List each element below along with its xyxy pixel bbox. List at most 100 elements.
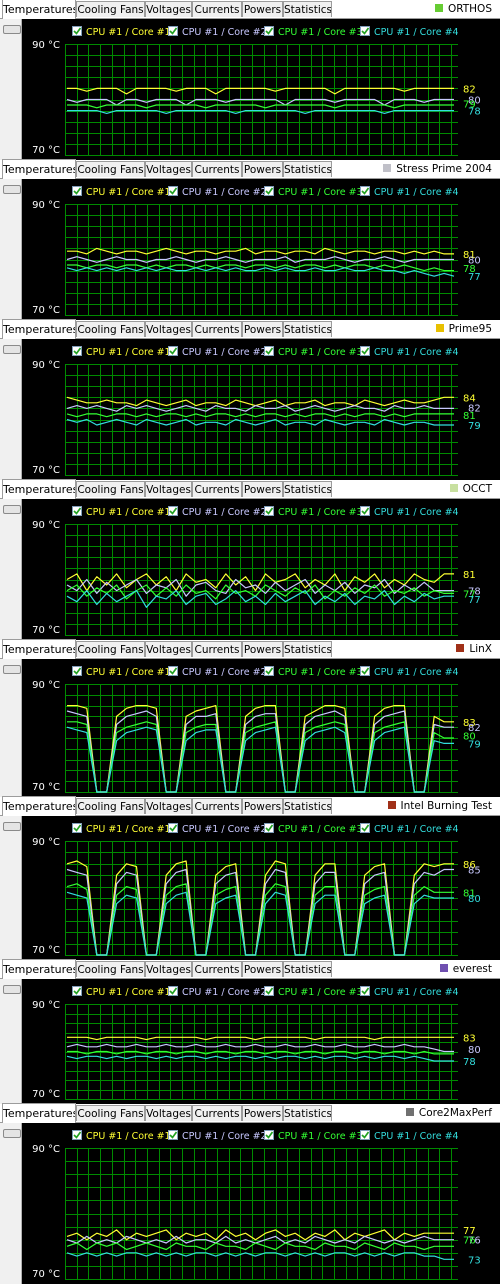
tab-currents[interactable]: Currents [192,321,242,337]
scroll-thumb[interactable] [3,1129,21,1138]
tab-powers[interactable]: Powers [242,1,283,17]
legend-checkbox[interactable] [264,346,274,356]
legend-checkbox[interactable] [72,823,82,833]
tab-powers[interactable]: Powers [242,161,283,177]
tab-temperatures[interactable]: Temperatures [2,159,76,179]
legend-checkbox[interactable] [72,346,82,356]
tab-cooling-fans[interactable]: Cooling Fans [76,161,145,177]
tab-powers[interactable]: Powers [242,1105,283,1121]
tab-cooling-fans[interactable]: Cooling Fans [76,481,145,497]
legend-checkbox[interactable] [360,506,370,516]
legend-checkbox[interactable] [168,26,178,36]
scroll-thumb[interactable] [3,665,21,674]
scroll-thumb[interactable] [3,185,21,194]
end-value-label: 83 [463,1033,476,1044]
tab-voltages[interactable]: Voltages [145,161,192,177]
tab-cooling-fans[interactable]: Cooling Fans [76,321,145,337]
tab-currents[interactable]: Currents [192,481,242,497]
series-line-cpu-1-core-2 [66,578,454,597]
tab-temperatures[interactable]: Temperatures [2,796,76,816]
legend-checkbox[interactable] [72,186,82,196]
legend-checkbox[interactable] [72,986,82,996]
grid [65,841,458,956]
tab-statistics[interactable]: Statistics [283,481,332,497]
legend-checkbox[interactable] [360,1130,370,1140]
tab-statistics[interactable]: Statistics [283,1105,332,1121]
legend-checkbox[interactable] [168,666,178,676]
legend-checkbox[interactable] [72,666,82,676]
tab-powers[interactable]: Powers [242,321,283,337]
tab-currents[interactable]: Currents [192,798,242,814]
tab-powers[interactable]: Powers [242,481,283,497]
legend-checkbox[interactable] [264,986,274,996]
tab-voltages[interactable]: Voltages [145,481,192,497]
tab-cooling-fans[interactable]: Cooling Fans [76,961,145,977]
tab-cooling-fans[interactable]: Cooling Fans [76,1,145,17]
end-value-label: 80 [468,256,481,267]
end-value-label: 81 [463,570,476,581]
legend-checkbox[interactable] [168,823,178,833]
legend-checkbox[interactable] [360,346,370,356]
tab-statistics[interactable]: Statistics [283,641,332,657]
tab-temperatures[interactable]: Temperatures [2,639,76,659]
tab-cooling-fans[interactable]: Cooling Fans [76,798,145,814]
legend-checkbox[interactable] [264,823,274,833]
tab-voltages[interactable]: Voltages [145,798,192,814]
legend-checkbox[interactable] [360,26,370,36]
legend-checkbox[interactable] [264,26,274,36]
legend-checkbox[interactable] [168,346,178,356]
legend-checkbox[interactable] [360,186,370,196]
tab-voltages[interactable]: Voltages [145,321,192,337]
tab-statistics[interactable]: Statistics [283,321,332,337]
tab-currents[interactable]: Currents [192,1,242,17]
tab-cooling-fans[interactable]: Cooling Fans [76,1105,145,1121]
tab-powers[interactable]: Powers [242,798,283,814]
legend-checkbox[interactable] [72,1130,82,1140]
tab-powers[interactable]: Powers [242,641,283,657]
legend-checkbox[interactable] [360,823,370,833]
legend-checkbox[interactable] [264,666,274,676]
tab-currents[interactable]: Currents [192,1105,242,1121]
tab-cooling-fans[interactable]: Cooling Fans [76,641,145,657]
legend-checkbox[interactable] [168,1130,178,1140]
legend-checkbox[interactable] [264,186,274,196]
legend-checkbox[interactable] [264,1130,274,1140]
tab-temperatures[interactable]: Temperatures [2,319,76,339]
check-icon [169,987,178,995]
tab-voltages[interactable]: Voltages [145,1105,192,1121]
end-value-label: 81 [463,888,476,899]
tab-statistics[interactable]: Statistics [283,961,332,977]
legend-checkbox[interactable] [360,986,370,996]
legend-checkbox[interactable] [168,986,178,996]
tab-temperatures[interactable]: Temperatures [2,1103,76,1123]
tab-statistics[interactable]: Statistics [283,798,332,814]
legend-checkbox[interactable] [72,506,82,516]
tab-currents[interactable]: Currents [192,641,242,657]
tab-currents[interactable]: Currents [192,161,242,177]
check-icon [169,27,178,35]
tab-temperatures[interactable]: Temperatures [2,0,76,19]
legend-checkbox[interactable] [360,666,370,676]
tab-voltages[interactable]: Voltages [145,1,192,17]
tab-temperatures[interactable]: Temperatures [2,479,76,499]
legend-checkbox[interactable] [264,506,274,516]
tab-temperatures[interactable]: Temperatures [2,959,76,979]
scroll-thumb[interactable] [3,985,21,994]
legend-checkbox[interactable] [72,26,82,36]
tab-voltages[interactable]: Voltages [145,961,192,977]
legend-checkbox[interactable] [168,506,178,516]
legend-label: CPU #1 / Core #4 [374,1131,459,1142]
scroll-thumb[interactable] [3,505,21,514]
scroll-thumb[interactable] [3,822,21,831]
series-line-cpu-1-core-4 [66,1055,454,1062]
scroll-thumb[interactable] [3,345,21,354]
tab-statistics[interactable]: Statistics [283,1,332,17]
legend-checkbox[interactable] [168,186,178,196]
scroll-thumb[interactable] [3,25,21,34]
series-line-cpu-1-core-3 [67,721,454,793]
tab-statistics[interactable]: Statistics [283,161,332,177]
tab-voltages[interactable]: Voltages [145,641,192,657]
tab-powers[interactable]: Powers [242,961,283,977]
tab-currents[interactable]: Currents [192,961,242,977]
